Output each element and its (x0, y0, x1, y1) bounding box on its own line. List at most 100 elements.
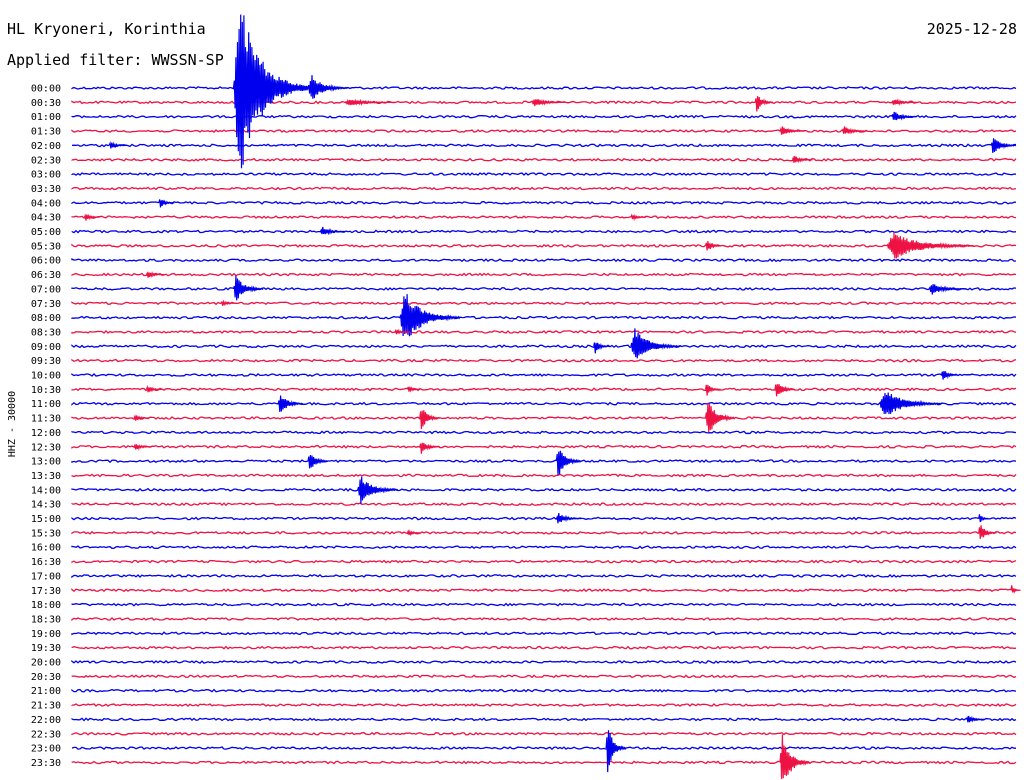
tick-label-0700: 07:00 (31, 284, 61, 295)
tick-label-1700: 17:00 (31, 571, 61, 582)
trace-row-0500 (71, 229, 1017, 234)
event-waveform-25 (593, 342, 610, 354)
tick-label-1530: 15:30 (31, 528, 61, 539)
tick-label-0800: 08:00 (31, 313, 61, 324)
trace-row-1500 (71, 516, 1017, 521)
trace-row-0400 (71, 200, 1017, 205)
trace-row-0300 (71, 172, 1017, 177)
trace-row-0530 (71, 243, 1017, 248)
event-waveform-4 (754, 96, 774, 112)
trace-row-2200 (71, 717, 1017, 722)
event-waveform-6 (891, 111, 917, 121)
tick-label-1130: 11:30 (31, 414, 61, 425)
tick-label-2100: 21:00 (31, 686, 61, 697)
trace-row-1030 (71, 387, 1017, 392)
tick-label-0830: 08:30 (31, 327, 61, 338)
event-waveform-16 (704, 241, 721, 251)
tick-label-0730: 07:30 (31, 299, 61, 310)
tick-label-2200: 22:00 (31, 715, 61, 726)
trace-row-0800 (71, 315, 1017, 320)
tick-label-2130: 21:30 (31, 701, 61, 712)
trace-row-1130 (71, 416, 1017, 420)
y-axis-label: HHZ - 30000 (7, 391, 18, 457)
event-waveform-46 (965, 715, 985, 723)
tick-label-0130: 01:30 (31, 127, 61, 138)
event-waveform-44 (978, 525, 997, 539)
trace-lines (71, 86, 1017, 765)
tick-label-1800: 18:00 (31, 600, 61, 611)
event-waveform-23 (394, 328, 411, 335)
event-waveform-7 (779, 126, 805, 135)
trace-row-1800 (71, 602, 1017, 607)
trace-row-1100 (71, 401, 1017, 406)
trace-row-0230 (71, 157, 1017, 162)
event-waveform-47 (605, 730, 627, 773)
tick-label-0300: 03:00 (31, 170, 61, 181)
event-waveform-9 (108, 140, 128, 149)
trace-row-1000 (71, 372, 1017, 378)
trace-row-2030 (71, 674, 1017, 679)
tick-label-0900: 09:00 (31, 342, 61, 353)
trace-row-0330 (71, 186, 1017, 191)
event-waveform-1 (307, 75, 349, 99)
trace-row-0730 (71, 301, 1017, 306)
tick-label-0100: 01:00 (31, 112, 61, 123)
trace-row-2330 (71, 760, 1017, 765)
trace-row-0200 (71, 143, 1016, 148)
tick-label-1330: 13:30 (31, 471, 61, 482)
time-tick-labels: 00:00 00:30 01:00 01:30 02:00 02:30 03:00 03:30… (31, 84, 61, 769)
tick-label-0600: 06:00 (31, 256, 61, 267)
event-waveform-31 (277, 395, 304, 412)
tick-label-1830: 18:30 (31, 614, 61, 625)
event-waveform-0 (232, 14, 309, 169)
tick-label-0400: 04:00 (31, 198, 61, 209)
trace-row-1400 (71, 487, 1017, 492)
tick-label-2300: 23:00 (31, 744, 61, 755)
trace-row-0900 (71, 344, 1017, 349)
event-waveform-17 (886, 232, 975, 259)
event-waveform-26 (940, 370, 957, 380)
event-waveform-18 (145, 271, 165, 278)
tick-label-1930: 19:30 (31, 643, 61, 654)
event-waveform-42 (978, 514, 989, 523)
trace-row-0930 (71, 358, 1017, 363)
trace-row-2000 (71, 660, 1017, 664)
tick-label-1300: 13:00 (31, 457, 61, 468)
tick-label-0030: 00:30 (31, 98, 61, 109)
event-waveform-37 (419, 442, 441, 454)
tick-label-0200: 02:00 (31, 141, 61, 152)
trace-row-2300 (71, 746, 1016, 751)
event-waveform-41 (555, 512, 582, 524)
event-waveform-22 (399, 294, 461, 337)
tick-label-1100: 11:00 (31, 399, 61, 410)
trace-row-0630 (71, 272, 1017, 277)
trace-row-1230 (71, 444, 1017, 449)
trace-row-0430 (71, 215, 1017, 220)
tick-label-1000: 10:00 (31, 371, 61, 382)
event-waveform-14 (630, 213, 647, 222)
tick-label-1400: 14:00 (31, 485, 61, 496)
trace-row-1630 (71, 559, 1017, 564)
event-waveform-2 (344, 98, 395, 106)
tick-label-1900: 19:00 (31, 629, 61, 640)
tick-label-0430: 04:30 (31, 213, 61, 224)
event-waveform-8 (841, 126, 868, 135)
tick-label-1230: 12:30 (31, 442, 61, 453)
tick-label-2330: 23:30 (31, 758, 61, 769)
event-waveform-28 (406, 386, 421, 393)
event-waveform-24 (630, 328, 681, 359)
event-waveform-20 (928, 284, 967, 295)
trace-row-1700 (71, 573, 1017, 579)
event-waveform-3 (531, 98, 567, 107)
tick-label-0230: 02:30 (31, 155, 61, 166)
trace-row-1330 (71, 473, 1017, 478)
trace-row-0600 (71, 258, 1017, 263)
trace-row-2230 (71, 731, 1017, 736)
event-waveform-34 (419, 410, 441, 430)
event-waveform-30 (774, 383, 796, 397)
tick-label-1730: 17:30 (31, 586, 61, 597)
tick-label-2000: 20:00 (31, 658, 61, 669)
trace-row-2130 (71, 703, 1017, 707)
event-waveform-48 (779, 734, 811, 779)
